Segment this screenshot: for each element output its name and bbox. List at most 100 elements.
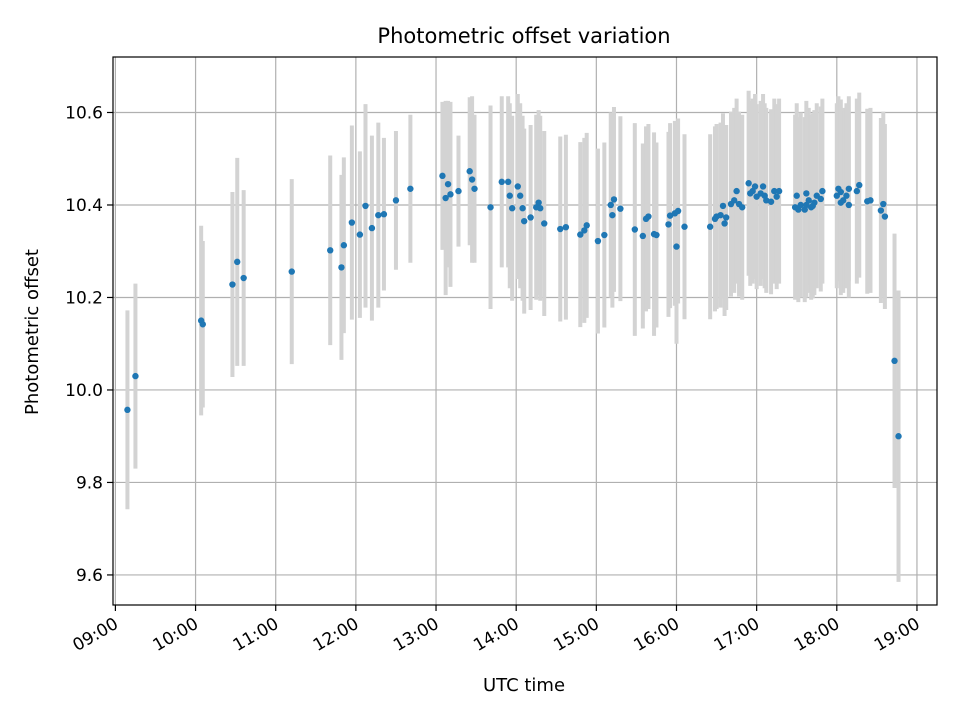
data-point [527,214,534,221]
data-point [407,185,414,192]
data-point [745,180,752,187]
data-point [124,406,131,414]
data-point [811,199,818,206]
data-point [803,190,810,197]
data-point [610,196,618,203]
data-point [895,433,902,440]
data-point [617,205,624,212]
data-point [340,242,348,249]
data-point [877,207,885,214]
data-point [731,197,738,204]
data-point [793,192,800,199]
data-point [514,183,521,190]
data-point [535,199,542,206]
data-point [594,237,602,245]
data-point [607,201,614,209]
data-point [773,193,780,200]
data-point [797,201,804,209]
data-point [362,202,369,210]
data-point [681,223,688,230]
data-point [853,187,861,195]
data-point [541,220,548,227]
data-point [771,187,778,195]
data-point [721,220,728,227]
data-point [837,188,845,196]
data-point [653,231,660,239]
y-tick-label: 10.0 [65,381,103,401]
data-point [439,172,446,180]
data-point [380,211,388,218]
data-point [717,211,724,219]
data-point [665,221,672,228]
data-point [673,243,680,250]
data-point [504,178,512,186]
data-point [583,222,590,229]
data-point [455,187,462,195]
data-points [124,168,902,440]
data-point [719,202,727,210]
data-point [880,200,887,208]
plot-frame [112,56,938,606]
data-point [819,187,826,195]
y-axis-title: Photometric offset [22,249,43,415]
data-point [508,205,516,212]
data-point [516,192,524,199]
data-point [751,183,759,190]
data-point [805,197,812,204]
data-point [845,185,853,192]
data-point [722,214,730,221]
data-point [468,176,476,183]
data-point [348,219,356,226]
data-point [845,201,853,209]
data-point [674,207,682,215]
data-point [368,224,376,232]
data-point [447,191,454,198]
data-point [867,197,874,204]
data-point [645,213,652,220]
data-point [375,211,382,219]
data-point [199,321,206,328]
data-point [767,198,775,205]
data-point [881,213,889,220]
data-point [327,247,334,254]
data-point [132,372,139,380]
y-tick-label: 10.2 [65,288,103,308]
data-point [442,194,449,202]
data-point [537,205,544,212]
data-point [891,357,898,365]
data-point [562,223,570,231]
data-point [631,226,639,233]
data-point [487,204,494,211]
y-tick-label: 10.6 [65,103,103,123]
data-point [733,187,740,195]
y-tick-label: 9.6 [76,566,103,586]
data-point [577,231,584,238]
data-point [466,168,473,175]
y-tick-label: 9.8 [76,473,103,493]
data-point [581,227,588,234]
data-point [739,204,746,211]
data-point [520,217,528,225]
chart-title: Photometric offset variation [377,24,670,48]
data-point [229,281,236,288]
data-point [240,274,247,282]
data-point [506,192,513,199]
data-point [706,223,714,230]
data-point [557,225,564,233]
data-point [843,192,850,199]
data-point [356,231,364,238]
data-point [775,187,783,195]
data-point [471,185,478,192]
data-point [609,211,616,219]
data-point [856,181,863,189]
data-point [444,180,452,188]
data-point [519,205,526,212]
data-point [639,232,647,240]
data-point [392,197,400,204]
data-point [288,268,295,275]
data-point [837,199,845,206]
data-point [763,197,770,204]
data-point [338,264,345,271]
data-point [601,231,608,239]
